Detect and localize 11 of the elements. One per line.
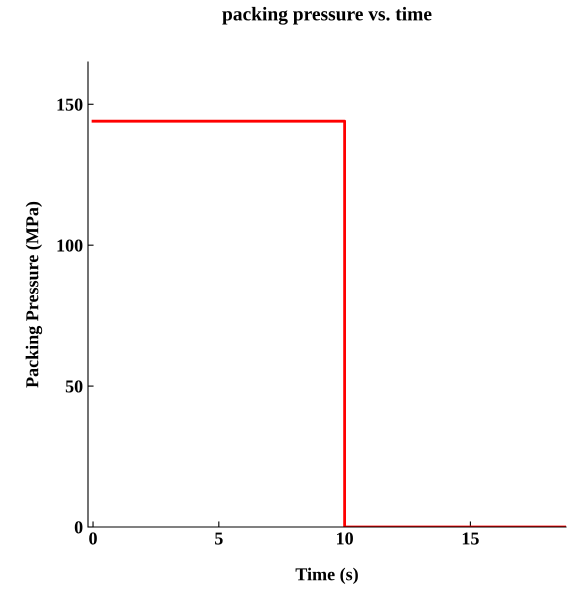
x-tick-label: 5 (215, 532, 223, 545)
x-tick-label: 0 (89, 532, 97, 545)
x-tick-label: 15 (462, 532, 479, 545)
y-tick-label: 100 (58, 239, 82, 252)
y-tick-label: 50 (66, 380, 82, 393)
x-axis-title: Time (s) (296, 568, 358, 584)
y-axis-title: Packing Pressure (MPa) (26, 202, 42, 388)
y-tick-label: 0 (74, 521, 82, 534)
x-tick-label: 10 (337, 532, 353, 545)
chart-title: packing pressure vs. time (222, 6, 432, 25)
y-tick-label: 150 (58, 98, 82, 111)
